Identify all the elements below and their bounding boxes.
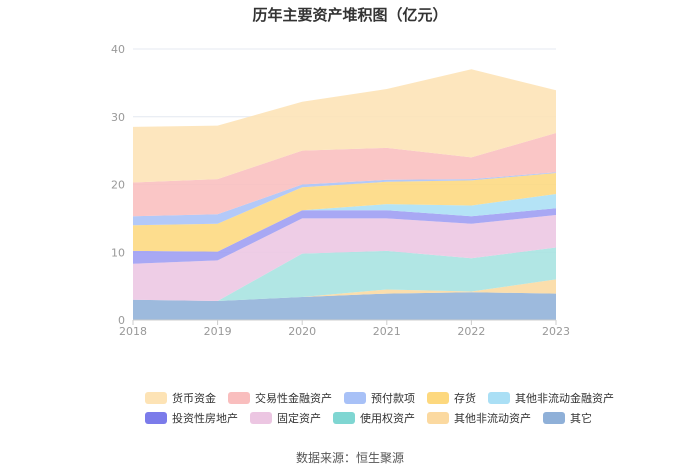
legend-label: 货币资金 bbox=[172, 392, 216, 405]
legend-label: 使用权资产 bbox=[360, 412, 415, 425]
y-tick-label: 20 bbox=[111, 179, 125, 192]
legend-item[interactable]: 存货 bbox=[427, 390, 476, 406]
legend-swatch bbox=[250, 412, 272, 424]
legend-swatch bbox=[145, 392, 167, 404]
legend-label: 存货 bbox=[454, 392, 476, 405]
area-layer bbox=[133, 69, 556, 320]
legend-item[interactable]: 固定资产 bbox=[250, 410, 321, 426]
chart-title: 历年主要资产堆积图（亿元） bbox=[252, 6, 448, 24]
area-series bbox=[133, 173, 556, 252]
legend-swatch bbox=[427, 392, 449, 404]
legend: 货币资金 交易性金融资产 预付款项 存货 其他非流动金融资产 投资性房地产 固定资产 使用权… bbox=[145, 388, 614, 428]
area-series bbox=[133, 69, 556, 183]
legend-item[interactable]: 其他非流动资产 bbox=[427, 410, 531, 426]
legend-item[interactable]: 交易性金融资产 bbox=[228, 390, 332, 406]
legend-label: 交易性金融资产 bbox=[255, 392, 332, 405]
legend-swatch bbox=[543, 412, 565, 424]
legend-item[interactable]: 预付款项 bbox=[344, 390, 415, 406]
x-tick-label: 2021 bbox=[373, 325, 401, 338]
legend-label: 其他非流动金融资产 bbox=[515, 392, 614, 405]
y-tick-label: 30 bbox=[111, 111, 125, 124]
legend-swatch bbox=[488, 392, 510, 404]
area-series bbox=[133, 215, 556, 301]
axis-layer: 0 10 20 30 40 2018 2019 2020 2021 2022 2023 bbox=[111, 43, 570, 338]
legend-item[interactable]: 投资性房地产 bbox=[145, 410, 238, 426]
legend-swatch bbox=[344, 392, 366, 404]
x-tick-label: 2022 bbox=[457, 325, 485, 338]
legend-item[interactable]: 货币资金 bbox=[145, 390, 216, 406]
data-source: 数据来源：恒生聚源 bbox=[295, 451, 404, 465]
area-series bbox=[133, 247, 556, 301]
legend-label: 固定资产 bbox=[277, 412, 321, 425]
legend-swatch bbox=[228, 392, 250, 404]
legend-row-1: 货币资金 交易性金融资产 预付款项 存货 其他非流动金融资产 bbox=[145, 388, 614, 408]
legend-item[interactable]: 其它 bbox=[543, 410, 592, 426]
x-tick-label: 2018 bbox=[119, 325, 147, 338]
legend-label: 投资性房地产 bbox=[172, 412, 238, 425]
legend-label: 其它 bbox=[570, 412, 592, 425]
legend-row-2: 投资性房地产 固定资产 使用权资产 其他非流动资产 其它 bbox=[145, 408, 592, 428]
area-series bbox=[133, 292, 556, 320]
x-tick-label: 2023 bbox=[542, 325, 570, 338]
area-series bbox=[133, 133, 556, 217]
y-tick-label: 0 bbox=[118, 314, 125, 327]
y-tick-label: 10 bbox=[111, 246, 125, 259]
legend-swatch bbox=[145, 412, 167, 424]
legend-swatch bbox=[427, 412, 449, 424]
area-series bbox=[133, 208, 556, 264]
legend-label: 其他非流动资产 bbox=[454, 412, 531, 425]
legend-item[interactable]: 使用权资产 bbox=[333, 410, 415, 426]
legend-swatch bbox=[333, 412, 355, 424]
area-series bbox=[133, 194, 556, 252]
x-tick-label: 2020 bbox=[288, 325, 316, 338]
legend-item[interactable]: 其他非流动金融资产 bbox=[488, 390, 614, 406]
legend-label: 预付款项 bbox=[371, 392, 415, 405]
y-tick-label: 40 bbox=[111, 43, 125, 56]
area-series bbox=[133, 172, 556, 226]
x-tick-label: 2019 bbox=[204, 325, 232, 338]
